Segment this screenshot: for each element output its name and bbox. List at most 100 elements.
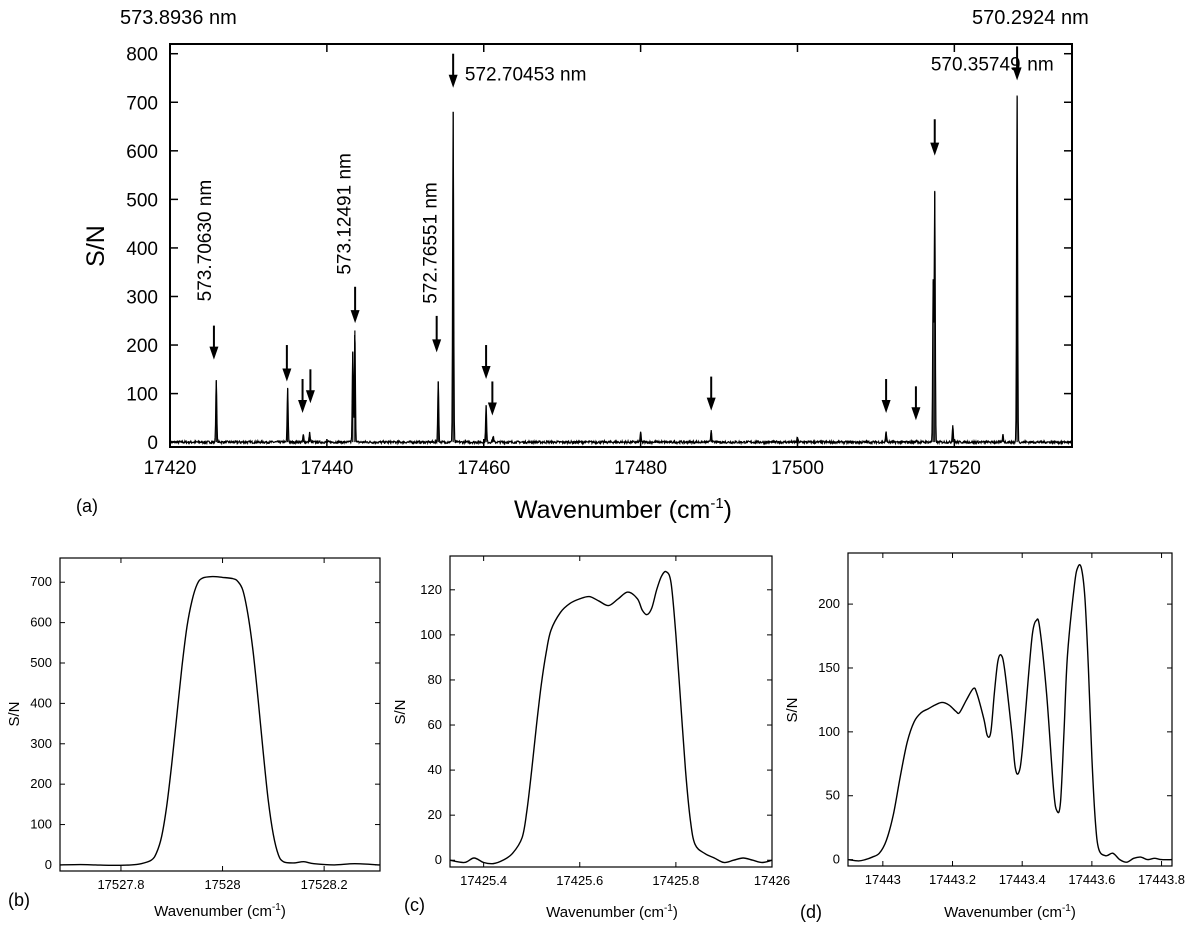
panel-a-arrow-head <box>881 400 891 414</box>
panel-c-ytick-label: 20 <box>428 807 442 822</box>
panel-c-spectrum-line <box>449 570 773 865</box>
panel-a-arrow-head <box>305 390 315 404</box>
panel-c-ylabel: S/N <box>392 699 409 724</box>
panel-a-arrow <box>911 386 921 421</box>
panel-c-xtick-label: 17425.8 <box>652 873 699 888</box>
panel-c-ytick-label: 120 <box>420 582 442 597</box>
panel-b-spectrum-line <box>59 575 381 867</box>
panel-a-ytick-label: 700 <box>126 93 158 114</box>
panel-b-ylabel: S/N <box>6 701 23 726</box>
panel-a-annotations: 573.70630 nm 573.12491 nm 572.76551 nm 572.… <box>195 55 1054 443</box>
panel-a-chart: 17420 17440 17460 17480 17500 17520 0 100 200 300… <box>76 43 1073 524</box>
panel-a-arrow <box>350 286 360 324</box>
panel-b-xlabel: Wavenumber (cm-1) <box>154 902 286 920</box>
panel-d-ylabel: S/N <box>784 697 801 722</box>
panel-b-ytick-label: 300 <box>30 736 52 751</box>
panel-a-annotation: 572.70453 nm <box>465 64 587 85</box>
panel-d-chart: 17443 17443.2 17443.4 17443.6 17443.8 0 50 100 1… <box>784 552 1185 922</box>
panel-d-ytick-label: 150 <box>818 660 840 675</box>
panel-a-xtick-label: 17420 <box>144 458 197 479</box>
panel-d-xtick-label: 17443.8 <box>1138 872 1185 887</box>
panel-a-ytick-label: 800 <box>126 45 158 66</box>
panel-a-arrow-head <box>481 366 491 380</box>
panel-a-arrow <box>487 381 497 416</box>
panel-c-ytick-label: 80 <box>428 672 442 687</box>
panel-a-ytick-label: 300 <box>126 287 158 308</box>
panel-d-spectrum-line <box>847 564 1173 863</box>
panel-a-xtick-label: 17440 <box>300 458 353 479</box>
panel-a-xtick-label: 17520 <box>928 458 981 479</box>
panel-c-frame <box>449 555 773 868</box>
panel-d-ytick-label: 100 <box>818 724 840 739</box>
top-left-wavelength-label: 573.8936 nm <box>120 7 237 29</box>
panel-a-frame <box>169 43 1073 448</box>
panel-a-arrow-head <box>298 400 308 414</box>
panel-a-xtick-label: 17500 <box>771 458 824 479</box>
panel-a-arrow-head <box>432 339 442 353</box>
panel-a-arrow-head <box>1012 67 1022 81</box>
panel-a-arrow-head <box>350 310 360 324</box>
panel-a-xlabel: Wavenumber (cm-1) <box>514 495 732 524</box>
panel-c-label: (c) <box>404 895 425 915</box>
panel-a-arrow <box>305 369 315 404</box>
panel-a-annotation: 570.35749 <box>931 55 1021 76</box>
panel-b-ytick-label: 700 <box>30 574 52 589</box>
panel-c-ytick-label: 40 <box>428 762 442 777</box>
panel-b-label: (b) <box>8 890 30 910</box>
panel-b-ytick-label: 500 <box>30 655 52 670</box>
panel-d-xtick-label: 17443.4 <box>999 872 1046 887</box>
panel-c-chart: 17425.4 17425.6 17425.8 17426 0 20 40 60 80 100 12… <box>392 555 790 921</box>
panel-a-ytick-label: 200 <box>126 336 158 357</box>
panel-a-arrow <box>481 345 491 380</box>
panel-a-arrow-head <box>209 346 219 360</box>
panel-a-arrow <box>706 376 716 411</box>
panel-b-ytick-label: 400 <box>30 695 52 710</box>
panel-a-arrow <box>930 119 940 156</box>
panel-b-ytick-label: 200 <box>30 776 52 791</box>
panel-a-arrow-head <box>706 397 716 411</box>
panel-c-xlabel: Wavenumber (cm-1) <box>546 903 678 921</box>
panel-d-xlabel: Wavenumber (cm-1) <box>944 903 1076 921</box>
panel-b-ytick-label: 600 <box>30 615 52 630</box>
panel-b-xtick-label: 17528.2 <box>301 877 348 892</box>
panel-a-annotation: 573.12491 nm <box>334 153 355 275</box>
panel-a-annotation: 572.76551 nm <box>421 182 442 304</box>
panel-a-arrow-head <box>930 142 940 156</box>
panel-a-arrow <box>432 315 442 353</box>
panel-a-xtick-label: 17460 <box>457 458 510 479</box>
panel-d-xtick-label: 17443 <box>865 872 901 887</box>
panel-b-xtick-label: 17527.8 <box>97 877 144 892</box>
panel-a-arrow-head <box>487 402 497 416</box>
panel-d-ytick-label: 200 <box>818 596 840 611</box>
panel-a-arrow-head <box>282 368 292 382</box>
panel-d-ytick-label: 0 <box>833 852 840 867</box>
panel-c-ticks: 17425.4 17425.6 17425.8 17426 0 20 40 60 80 100 12… <box>420 556 790 888</box>
panel-b-ytick-label: 100 <box>30 817 52 832</box>
panel-d-ytick-label: 50 <box>826 788 840 803</box>
panel-b-xtick-label: 17528 <box>204 877 240 892</box>
panel-c-xtick-label: 17426 <box>754 873 790 888</box>
panel-a-ytick-label: 500 <box>126 190 158 211</box>
panel-d-xtick-label: 17443.2 <box>929 872 976 887</box>
panel-a-annotation: nm <box>1027 55 1053 76</box>
panel-a-ytick-label: 100 <box>126 385 158 406</box>
panel-b-ticks: 17527.8 17528 17528.2 0 100 200 300 400 500 600 70… <box>30 558 380 892</box>
panel-a-spectrum-line <box>169 95 1073 446</box>
panel-a-ytick-label: 600 <box>126 142 158 163</box>
panel-a-arrow <box>448 53 458 88</box>
panel-c-xtick-label: 17425.4 <box>460 873 507 888</box>
panel-a-arrow <box>282 345 292 382</box>
panel-a-label: (a) <box>76 496 98 516</box>
panel-a-arrows <box>209 46 1022 421</box>
panel-c-ytick-label: 60 <box>428 717 442 732</box>
panel-a-xtick-label: 17480 <box>614 458 667 479</box>
panel-a-ytick-label: 400 <box>126 239 158 260</box>
panel-a-ytick-label: 0 <box>147 433 158 454</box>
panel-a-arrow <box>209 325 219 360</box>
panel-d-label: (d) <box>800 902 822 922</box>
panel-a-arrow <box>298 379 308 414</box>
panel-a-annotation: 573.70630 nm <box>195 180 216 302</box>
panel-c-ytick-label: 0 <box>435 852 442 867</box>
panel-a-arrow <box>1012 46 1022 81</box>
panel-c-ytick-label: 100 <box>420 627 442 642</box>
